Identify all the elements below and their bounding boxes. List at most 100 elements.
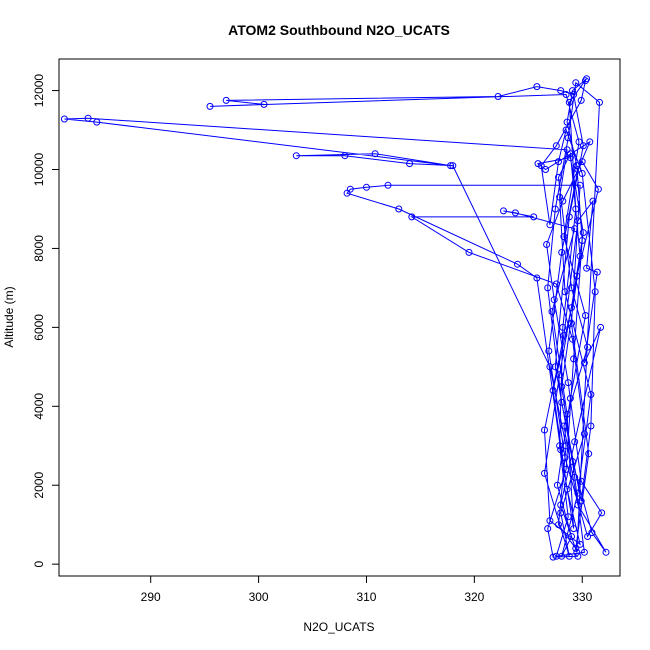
data-point: [560, 331, 568, 339]
data-point: [565, 98, 573, 106]
data-point: [577, 497, 585, 505]
x-tick-label: 300: [249, 590, 269, 604]
data-point: [558, 398, 566, 406]
data-point: [594, 185, 602, 193]
data-point: [556, 371, 564, 379]
data-point: [597, 323, 605, 331]
y-tick-label: 0: [32, 561, 46, 568]
data-point: [558, 552, 566, 560]
data-point: [546, 363, 554, 371]
data-point: [574, 166, 582, 173]
data-point: [572, 79, 580, 87]
data-point: [562, 465, 570, 473]
data-point: [570, 91, 578, 98]
x-tick-label: 320: [464, 590, 484, 604]
data-point: [563, 118, 571, 126]
data-point: [576, 540, 584, 548]
data-point: [561, 454, 569, 462]
chart-title: ATOM2 Southbound N2O_UCATS: [228, 22, 450, 38]
series-line: [64, 78, 607, 558]
data-point: [551, 205, 559, 213]
data-point: [575, 138, 583, 146]
data-point: [572, 205, 580, 213]
data-point: [557, 446, 565, 454]
data-point: [564, 513, 572, 521]
data-point: [577, 477, 585, 485]
data-point: [578, 170, 586, 177]
data-point: [552, 280, 560, 288]
data-point: [579, 142, 587, 150]
data-point: [562, 442, 570, 450]
data-point: [559, 323, 567, 331]
data-point: [596, 98, 603, 106]
data-point: [570, 355, 578, 363]
data-point: [576, 252, 584, 260]
data-point: [550, 296, 558, 304]
data-point: [580, 430, 588, 438]
data-point: [558, 383, 566, 391]
data-point: [569, 335, 576, 343]
data-point: [542, 166, 550, 173]
data-point: [578, 158, 586, 166]
data-point: [572, 544, 580, 552]
y-tick-label: 2000: [32, 472, 46, 499]
data-point: [570, 525, 578, 533]
data-point: [465, 248, 473, 256]
data-point: [580, 359, 588, 367]
data-point: [571, 225, 579, 233]
data-point: [582, 312, 589, 319]
data-point: [408, 213, 416, 221]
data-point: [568, 284, 575, 292]
data-point: [549, 553, 557, 561]
data-point: [571, 473, 579, 481]
data-point: [580, 548, 588, 556]
y-tick-label: 8000: [32, 235, 46, 262]
data-point: [579, 229, 587, 237]
data-point: [541, 426, 548, 434]
data-point: [568, 533, 575, 540]
data-point: [565, 552, 573, 560]
x-tick-label: 330: [572, 590, 592, 604]
data-point: [343, 189, 351, 197]
data-point: [60, 115, 68, 123]
data-point: [587, 391, 595, 398]
data-point: [447, 162, 455, 170]
data-point: [566, 394, 574, 402]
data-point: [582, 77, 589, 85]
y-axis-label: Altitude (m): [2, 286, 16, 347]
data-point: [574, 489, 582, 497]
x-axis-label: N2O_UCATS: [303, 620, 374, 634]
plot-frame: [58, 58, 621, 577]
data-point: [583, 264, 591, 272]
data-point: [564, 134, 572, 142]
data-point: [573, 548, 581, 556]
data-point: [395, 205, 403, 213]
data-point: [589, 197, 597, 205]
data-point: [573, 272, 581, 280]
data-point: [602, 548, 610, 556]
data-point: [555, 158, 562, 166]
data-point: [494, 93, 502, 100]
series-layer: [60, 75, 610, 561]
x-tick-label: 310: [356, 590, 376, 604]
data-point: [569, 87, 576, 95]
data-point: [552, 142, 560, 150]
data-point: [557, 509, 565, 517]
data-point: [584, 343, 592, 351]
x-tick-label: 290: [141, 590, 161, 604]
data-point: [341, 152, 349, 160]
data-point: [548, 308, 556, 316]
data-point: [557, 501, 565, 509]
data-point: [563, 485, 571, 493]
data-point: [555, 173, 562, 181]
data-point: [552, 552, 560, 560]
data-point: [588, 529, 596, 537]
data-point: [222, 96, 230, 104]
data-point: [562, 126, 570, 134]
data-point: [558, 248, 566, 256]
data-point: [549, 387, 557, 394]
data-point: [514, 260, 521, 268]
y-tick-label: 6000: [32, 314, 46, 341]
data-point: [569, 458, 576, 465]
